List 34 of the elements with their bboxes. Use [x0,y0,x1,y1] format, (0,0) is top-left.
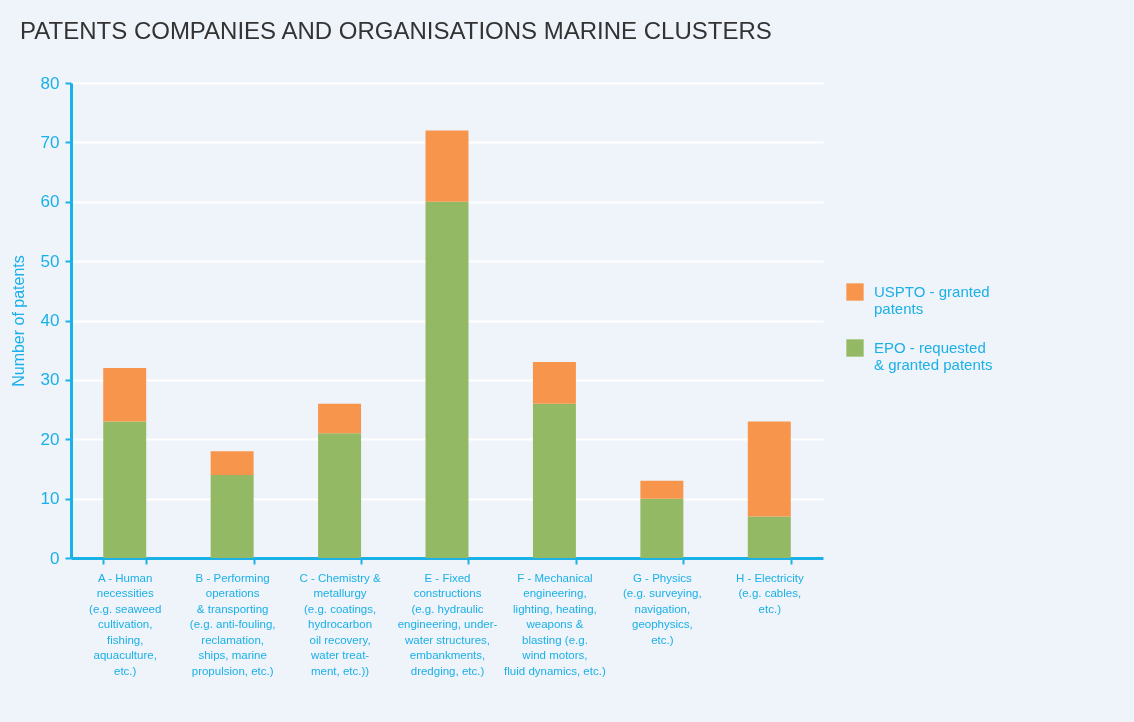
y-tick-label: 40 [40,311,60,330]
bar [318,403,362,434]
bar [210,451,254,475]
bar [318,433,362,558]
bar [103,421,147,558]
x-tick-label: G - Physics (e.g. surveying, navigation, geophysics, etc.) [623,571,702,646]
bar [747,516,791,558]
bar [532,403,576,558]
bar [640,498,684,558]
legend-label: USPTO - granted patents [874,283,990,317]
bar [103,368,147,422]
bar [640,480,684,499]
chart-title: PATENTS COMPANIES AND ORGANISATIONS MARINE CLUSTERS [20,17,772,44]
y-tick-label: 80 [40,73,60,93]
bar [425,130,469,202]
x-tick-label: E - Fixed constructions (e.g. hydraulic engineering, under- water structures, embankments, dredging, etc.) [397,571,498,677]
bar [747,421,791,517]
x-tick-label: C - Chemistry & metallurgy (e.g. coatings, hydrocarbon oil recovery, water treat- ment, etc.)) [299,571,381,677]
y-axis-title: Number of patents [9,255,27,387]
legend-label: EPO - requested & granted patents [874,339,993,373]
y-tick-label: 20 [40,429,60,449]
x-tick-label: F - Mechanical engineering, lighting, heating, weapons & blasting (e.g. wind motors, fluid dynamics, etc.) [504,571,606,677]
y-tick-label: 70 [40,132,60,152]
x-tick-label: A - Human necessities (e.g. seaweed cultivation, fishing, aquaculture, etc.) [89,571,162,677]
y-tick-label: 30 [40,370,60,390]
bar [532,362,576,404]
y-tick-label: 60 [40,192,60,212]
x-tick-label: B - Performing operations & transporting (e.g. anti-fouling, reclamation, ships, marine propulsion, etc.) [189,571,276,677]
y-tick-label: 0 [50,548,60,568]
bar [425,201,469,558]
y-tick-label: 50 [40,251,60,271]
x-tick-label: H - Electricity (e.g. cables, etc.) [735,571,804,615]
bar [210,474,254,558]
y-tick-label: 10 [40,489,60,509]
